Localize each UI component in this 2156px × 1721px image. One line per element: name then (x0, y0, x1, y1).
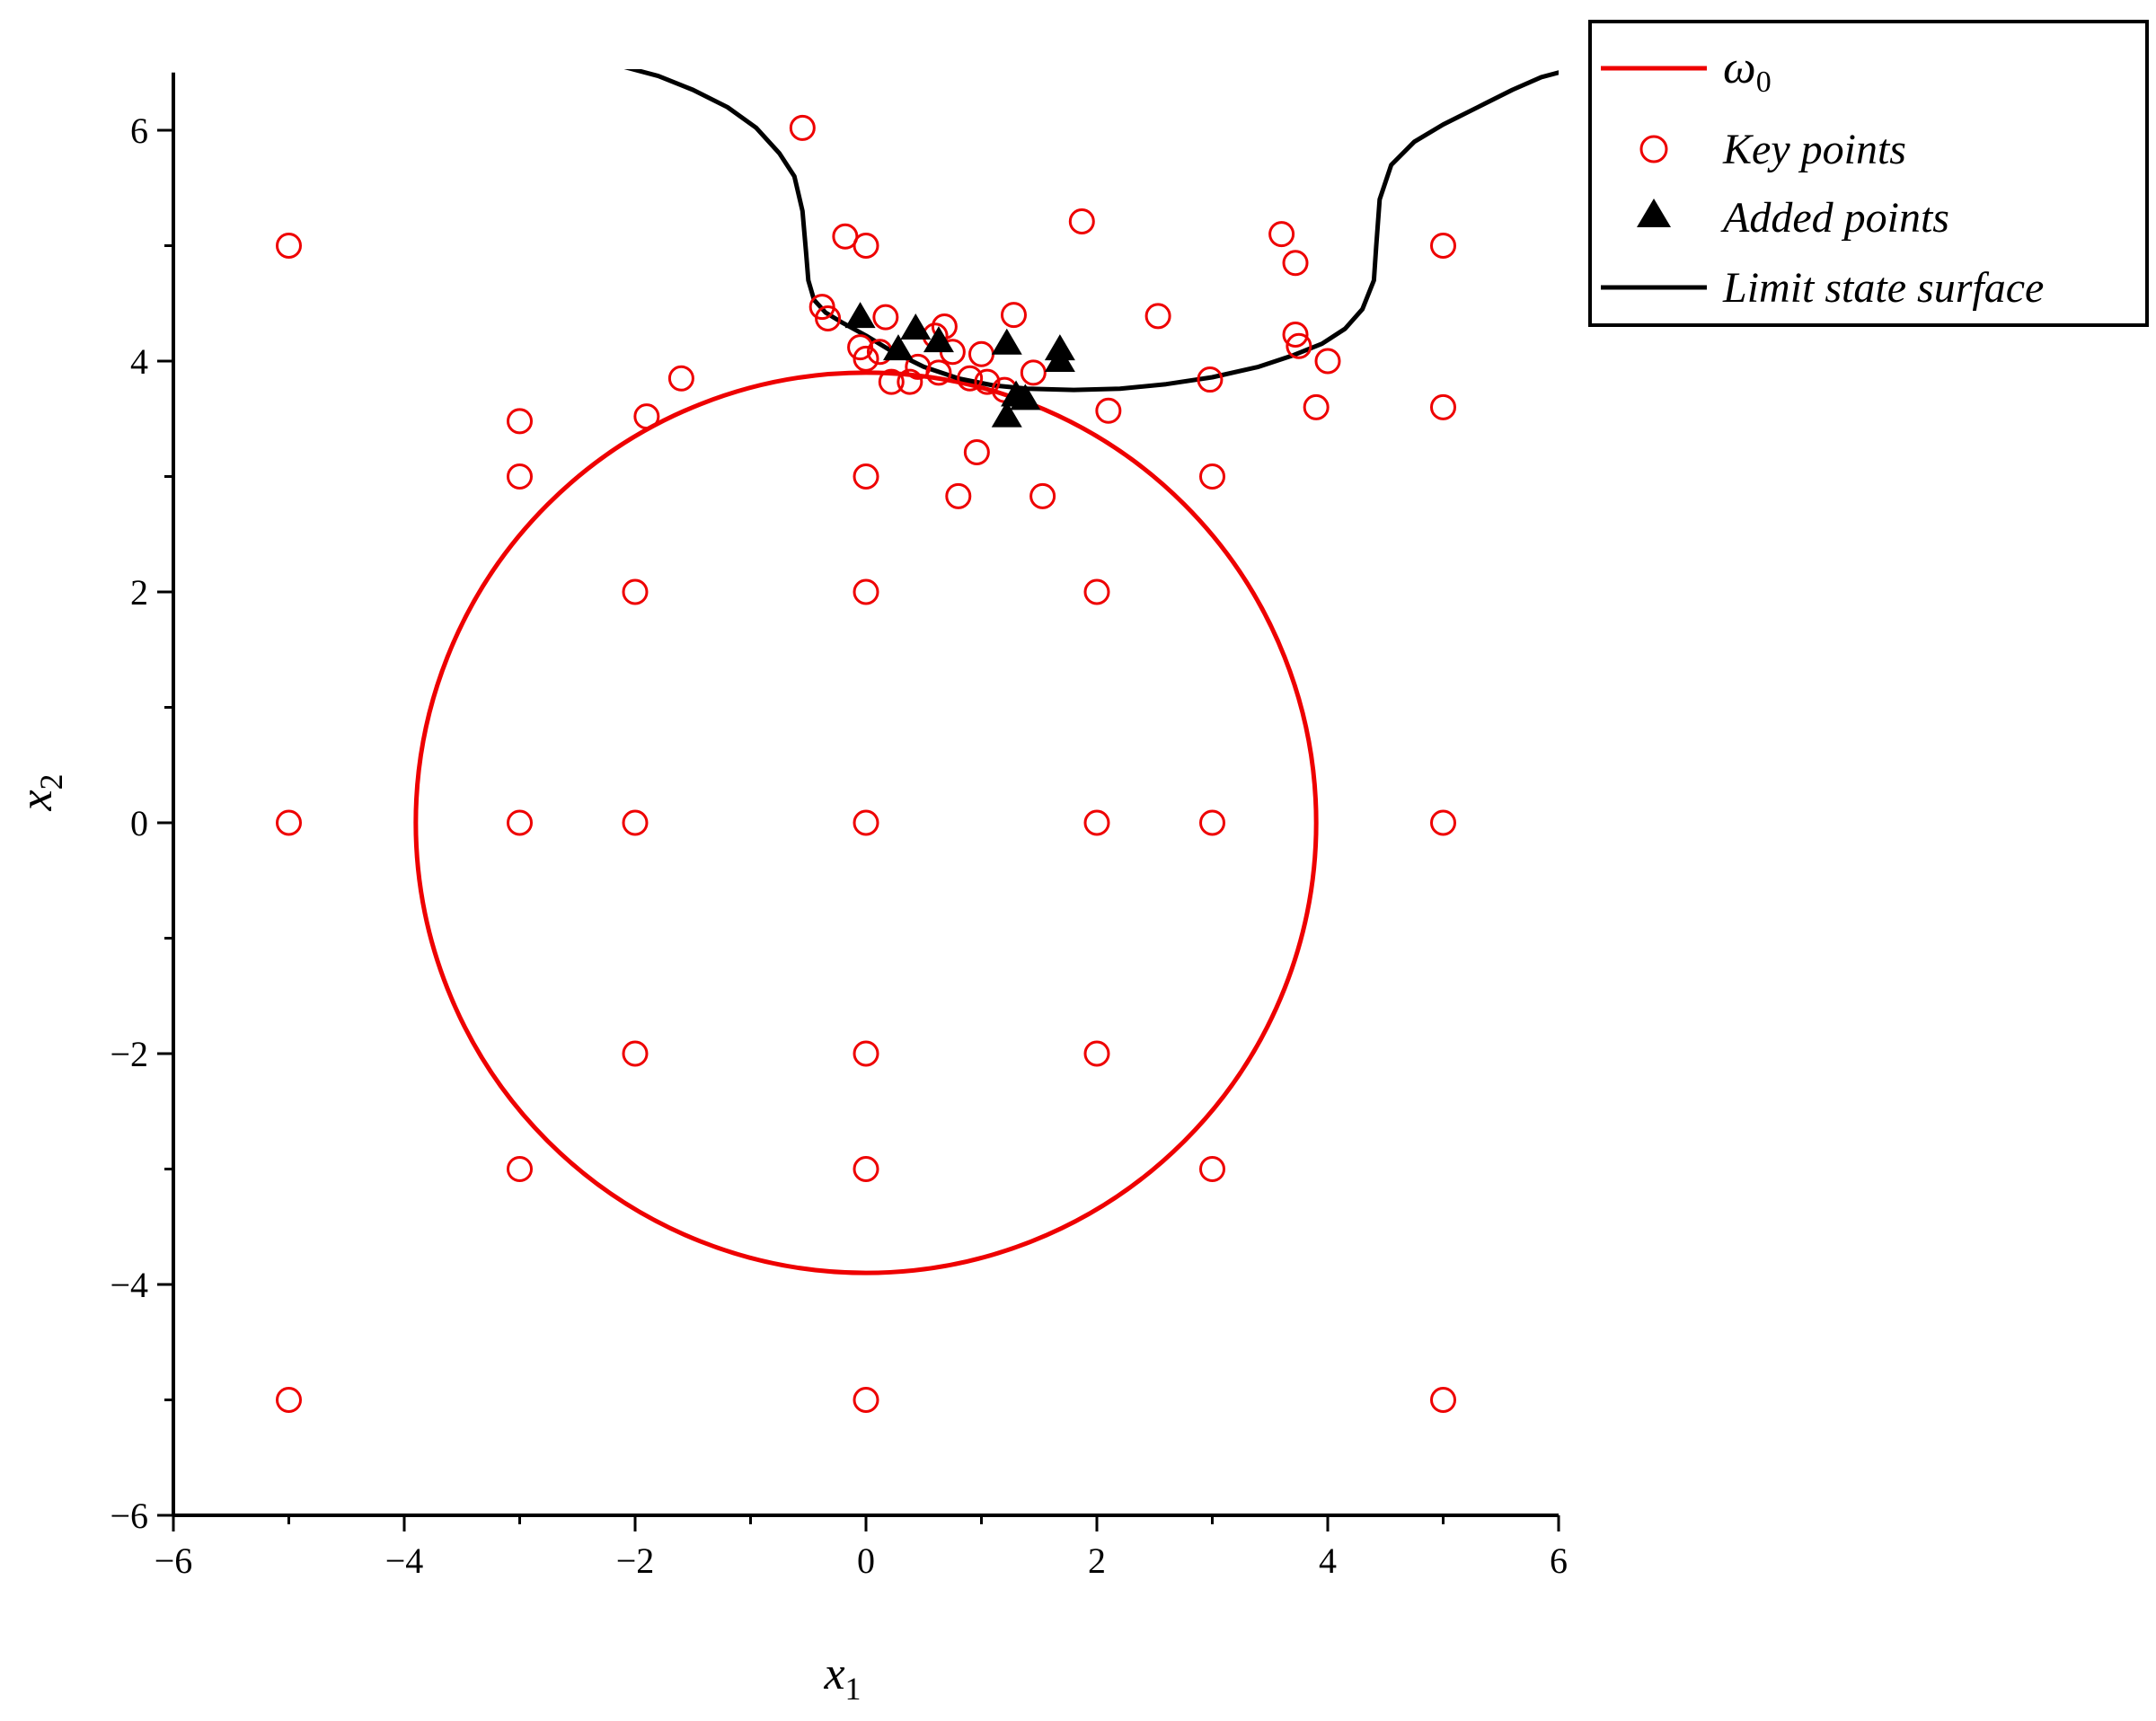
key-point-marker (667, 365, 694, 392)
legend-label-key-points: Key points (1722, 126, 1906, 173)
key-point-marker (1314, 348, 1341, 375)
key-point-marker (1083, 809, 1110, 836)
x-tick-label: 0 (857, 1540, 875, 1581)
key-point-marker (853, 1040, 879, 1067)
key-point-marker (853, 809, 879, 836)
key-point-marker (957, 365, 984, 392)
key-point-marker (1197, 366, 1224, 393)
key-point-marker (633, 403, 660, 430)
key-point-marker (622, 809, 649, 836)
added-point-marker (844, 302, 876, 329)
key-point-marker (925, 359, 952, 386)
x-tick-label: −2 (616, 1540, 655, 1581)
key-point-marker (974, 368, 1001, 395)
y-tick-label: 0 (130, 803, 148, 843)
x-axis-label-main: x (823, 1648, 844, 1699)
key-point-marker (945, 482, 972, 509)
key-point-marker (1000, 302, 1027, 329)
x-tick-label: −4 (385, 1540, 424, 1581)
key-point-marker (276, 1387, 302, 1413)
key-point-marker (1020, 359, 1047, 386)
omega0-circle (413, 370, 1319, 1275)
key-point-marker (507, 408, 533, 435)
y-tick-label: −6 (110, 1496, 148, 1536)
key-point-marker (1286, 332, 1312, 359)
key-point-marker (1029, 482, 1056, 509)
key-point-marker (507, 463, 533, 490)
key-point-marker (1282, 250, 1309, 277)
key-point-marker (276, 233, 302, 259)
axes: −6 −4 −2 0 2 4 6 −6 −4 −2 0 2 4 6 (110, 72, 1568, 1581)
key-point-marker (853, 578, 879, 605)
y-tick-label: 4 (130, 341, 148, 382)
x-tick-label: −6 (155, 1540, 193, 1581)
legend-label-added-points: Added points (1720, 194, 1949, 242)
legend-label-limit-state-surface: Limit state surface (1722, 264, 2044, 312)
key-point-marker (276, 809, 302, 836)
legend-box (1588, 20, 2149, 327)
x-tick-label: 2 (1088, 1540, 1106, 1581)
key-point-marker (1430, 1387, 1456, 1413)
limit-state-surface-line (623, 69, 1559, 393)
key-point-marker (507, 1156, 533, 1182)
x-axis-label-sub: 1 (845, 1671, 862, 1707)
key-point-marker (853, 345, 879, 372)
added-point-marker (991, 401, 1022, 428)
y-axis-label: x2 (11, 773, 69, 811)
key-point-marker (1199, 463, 1225, 490)
key-point-marker (1430, 233, 1456, 259)
x-tick-label: 6 (1550, 1540, 1568, 1581)
key-point-marker (878, 368, 905, 395)
y-axis-label-sub: 2 (33, 773, 69, 790)
legend-label-omega0-sub: 0 (1756, 66, 1772, 99)
key-point-marker (622, 1040, 649, 1067)
key-point-marker (1268, 221, 1295, 248)
legend-label-omega0: ω0 (1723, 42, 1772, 99)
key-point-marker (853, 463, 879, 490)
legend-swatch-added-points (1637, 199, 1671, 227)
key-point-marker (1083, 1040, 1110, 1067)
added-point-marker (1044, 346, 1075, 372)
key-point-marker (622, 578, 649, 605)
key-point-marker (1430, 393, 1456, 420)
key-point-marker (507, 809, 533, 836)
key-point-marker (1199, 809, 1225, 836)
key-point-marker (1068, 208, 1095, 235)
key-point-marker (853, 1156, 879, 1182)
key-point-marker (1199, 1156, 1225, 1182)
key-point-marker (1144, 303, 1171, 330)
key-point-marker (815, 304, 842, 331)
key-point-marker (789, 114, 816, 141)
y-axis-label-main: x (11, 790, 62, 811)
legend-label-omega0-main: ω (1723, 42, 1756, 93)
added-point-marker (900, 313, 932, 340)
key-point-marker (963, 439, 990, 466)
added-point-marker (1010, 384, 1041, 410)
x-axis-label: x1 (823, 1648, 861, 1707)
y-tick-label: −2 (110, 1034, 148, 1074)
added-point-marker (923, 326, 954, 353)
key-point-marker (968, 340, 994, 367)
plot-area (276, 69, 1559, 1413)
key-point-marker (853, 1387, 879, 1413)
legend: ω0 Key points Added points Limit state s… (1588, 20, 2149, 327)
x-tick-label: 4 (1319, 1540, 1337, 1581)
key-point-marker (853, 233, 879, 259)
added-point-marker (882, 334, 914, 361)
key-point-marker (1303, 393, 1330, 420)
axis-labels: x1 x2 (11, 773, 862, 1707)
added-point-marker (991, 328, 1022, 355)
y-tick-label: −4 (110, 1265, 148, 1305)
y-tick-label: 6 (130, 110, 148, 151)
key-point-marker (872, 304, 899, 331)
key-point-marker (1095, 397, 1122, 424)
key-point-marker (1083, 578, 1110, 605)
key-point-marker (1282, 321, 1309, 348)
key-point-marker (1430, 809, 1456, 836)
key-point-marker (897, 368, 923, 395)
y-tick-label: 2 (130, 572, 148, 613)
legend-swatch-key-points (1639, 135, 1668, 163)
